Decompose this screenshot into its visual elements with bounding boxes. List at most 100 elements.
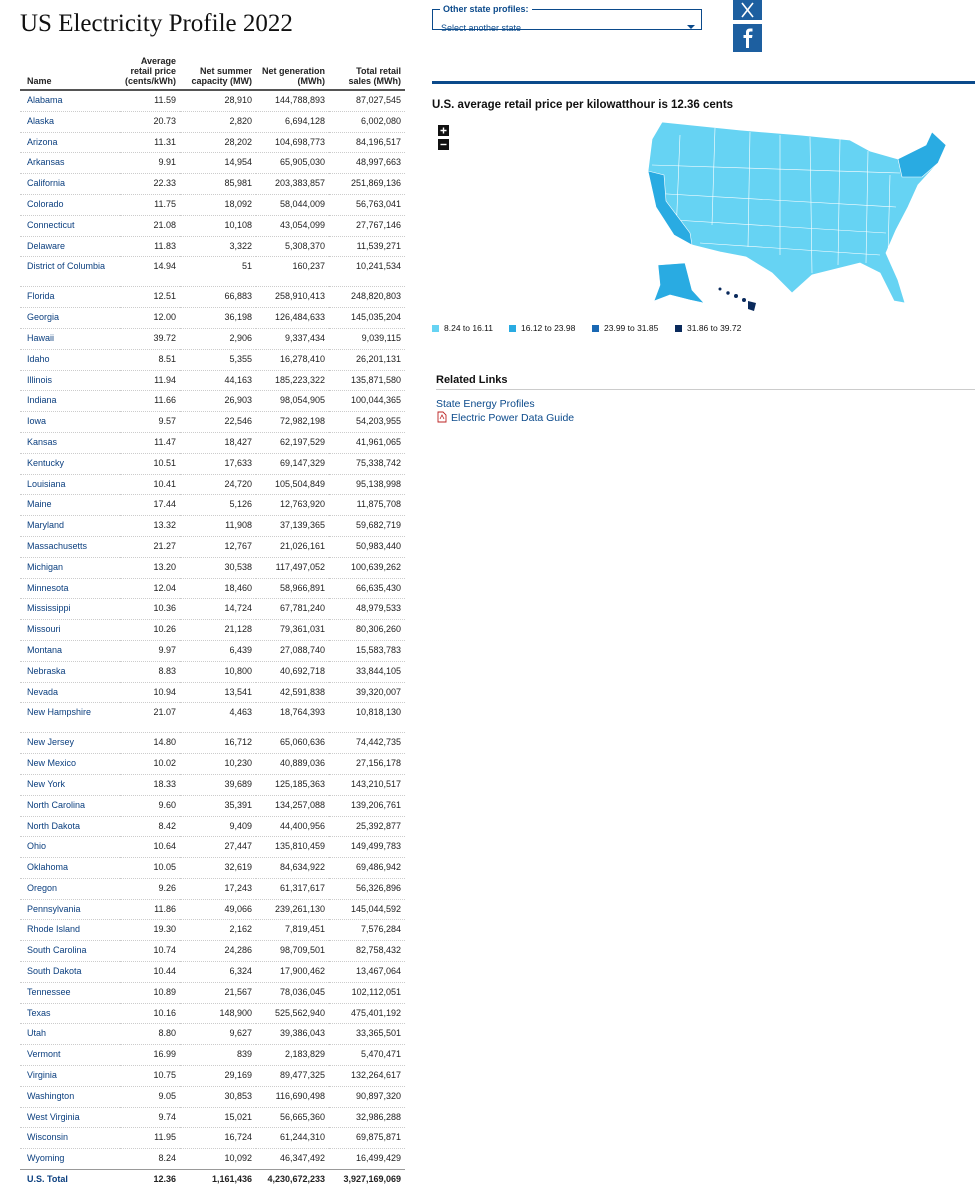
table-cell: 43,054,099 (256, 215, 329, 237)
state-name[interactable]: Ohio (20, 836, 120, 859)
state-name[interactable]: South Dakota (20, 961, 120, 983)
state-name[interactable]: South Carolina (20, 940, 120, 963)
table-cell: 12.04 (120, 578, 180, 600)
table-cell: 102,112,051 (329, 982, 405, 1004)
table-cell: 28,202 (180, 132, 256, 154)
state-name[interactable]: Arizona (20, 132, 120, 154)
state-name[interactable]: Idaho (20, 349, 120, 371)
state-name[interactable]: Colorado (20, 194, 120, 216)
state-name[interactable]: North Carolina (20, 795, 120, 817)
table-cell: 14.80 (120, 732, 180, 755)
us-map (647, 121, 947, 311)
state-name[interactable]: New Jersey (20, 732, 120, 755)
table-cell: 13,541 (180, 682, 256, 704)
table-cell: 5,355 (180, 349, 256, 371)
table-cell: 61,244,310 (256, 1127, 329, 1150)
table-cell: 100,639,262 (329, 557, 405, 579)
table-header: Name Average retail price (cents/kWh) Net … (20, 50, 405, 91)
table-row: Arkansas 9.91 14,954 65,905,030 48,997,663 (20, 152, 405, 175)
state-name[interactable]: Michigan (20, 557, 120, 579)
table-cell: 9.26 (120, 878, 180, 900)
state-name[interactable]: Kentucky (20, 453, 120, 475)
table-cell: 29,169 (180, 1065, 256, 1087)
state-name[interactable]: Wyoming (20, 1148, 120, 1171)
table-cell: 5,308,370 (256, 236, 329, 258)
state-name[interactable]: Nebraska (20, 661, 120, 683)
facebook-share-button[interactable] (733, 24, 762, 52)
table-cell: 11.95 (120, 1127, 180, 1150)
table-row: Georgia 12.00 36,198 126,484,633 145,035,204 (20, 307, 405, 329)
state-name[interactable]: Oregon (20, 878, 120, 900)
state-name[interactable]: Mississippi (20, 598, 120, 621)
state-name[interactable]: Alabama (20, 90, 120, 112)
state-name[interactable]: Louisiana (20, 474, 120, 496)
state-name[interactable]: New Mexico (20, 753, 120, 775)
state-name[interactable]: Missouri (20, 619, 120, 641)
related-link[interactable]: State Energy Profiles (436, 398, 535, 410)
state-name[interactable]: Maryland (20, 515, 120, 537)
table-cell: 42,591,838 (256, 682, 329, 704)
x-share-button[interactable] (733, 0, 762, 20)
state-name[interactable]: Kansas (20, 432, 120, 454)
state-name[interactable]: Minnesota (20, 578, 120, 600)
table-cell: 69,147,329 (256, 453, 329, 475)
state-name[interactable]: Vermont (20, 1044, 120, 1067)
zoom-in[interactable] (438, 125, 449, 136)
table-row: Texas 10.16 148,900 525,562,940 475,401,192 (20, 1003, 405, 1025)
table-cell: 11.94 (120, 370, 180, 392)
state-name[interactable]: Oklahoma (20, 857, 120, 879)
table-cell: 51 (180, 256, 256, 288)
table-cell: 69,486,942 (329, 857, 405, 879)
divider (432, 81, 975, 84)
related-link[interactable]: Electric Power Data Guide (451, 412, 575, 424)
state-name[interactable]: Connecticut (20, 215, 120, 237)
state-name[interactable]: California (20, 173, 120, 195)
table-row: Rhode Island 19.30 2,162 7,819,451 7,576,284 (20, 919, 405, 942)
state-name[interactable]: Nevada (20, 682, 120, 704)
state-name[interactable]: Illinois (20, 370, 120, 392)
state-name[interactable]: Utah (20, 1023, 120, 1046)
state-name[interactable]: Iowa (20, 411, 120, 433)
table-cell: 22.33 (120, 173, 180, 195)
table-cell: 40,889,036 (256, 753, 329, 775)
state-name[interactable]: Virginia (20, 1065, 120, 1087)
state-name[interactable]: Alaska (20, 111, 120, 133)
state-name[interactable]: Wisconsin (20, 1127, 120, 1150)
state-name[interactable]: Arkansas (20, 152, 120, 175)
state-name[interactable]: Delaware (20, 236, 120, 258)
state-name[interactable]: Tennessee (20, 982, 120, 1004)
selector-placeholder: Select another state (441, 23, 522, 33)
state-name[interactable]: Indiana (20, 390, 120, 413)
table-cell: 39.72 (120, 328, 180, 350)
table-cell: 61,317,617 (256, 878, 329, 900)
state-name[interactable]: Maine (20, 494, 120, 517)
state-name[interactable]: Massachusetts (20, 536, 120, 558)
table-cell: 8.80 (120, 1023, 180, 1046)
table-cell: 58,044,009 (256, 194, 329, 216)
table-cell: 80,306,260 (329, 619, 405, 641)
state-name[interactable]: Washington (20, 1086, 120, 1108)
table-row: Arizona 11.31 28,202 104,698,773 84,196,517 (20, 132, 405, 154)
state-name[interactable]: Florida (20, 286, 120, 309)
state-selector[interactable]: Other state profiles: Select another sta… (432, 4, 702, 33)
table-cell: 18,460 (180, 578, 256, 600)
table-row: Washington 9.05 30,853 116,690,498 90,897,32… (20, 1086, 405, 1108)
state-name[interactable]: Georgia (20, 307, 120, 329)
state-name[interactable]: Pennsylvania (20, 899, 120, 921)
state-name[interactable]: North Dakota (20, 816, 120, 838)
state-name[interactable]: New York (20, 774, 120, 796)
state-name[interactable]: Montana (20, 640, 120, 662)
table-cell: 8.24 (120, 1148, 180, 1171)
state-name[interactable]: New Hampshire (20, 702, 120, 734)
state-name[interactable]: Hawaii (20, 328, 120, 350)
state-name[interactable]: Texas (20, 1003, 120, 1025)
state-name[interactable]: West Virginia (20, 1107, 120, 1129)
table-cell: 475,401,192 (329, 1003, 405, 1025)
table-cell: 48,979,533 (329, 598, 405, 621)
zoom-out[interactable] (438, 139, 449, 150)
state-name[interactable]: Rhode Island (20, 919, 120, 942)
table-cell: 66,883 (180, 286, 256, 309)
state-name[interactable]: District of Columbia (20, 256, 120, 288)
table-cell: 54,203,955 (329, 411, 405, 433)
table-cell: 48,997,663 (329, 152, 405, 175)
